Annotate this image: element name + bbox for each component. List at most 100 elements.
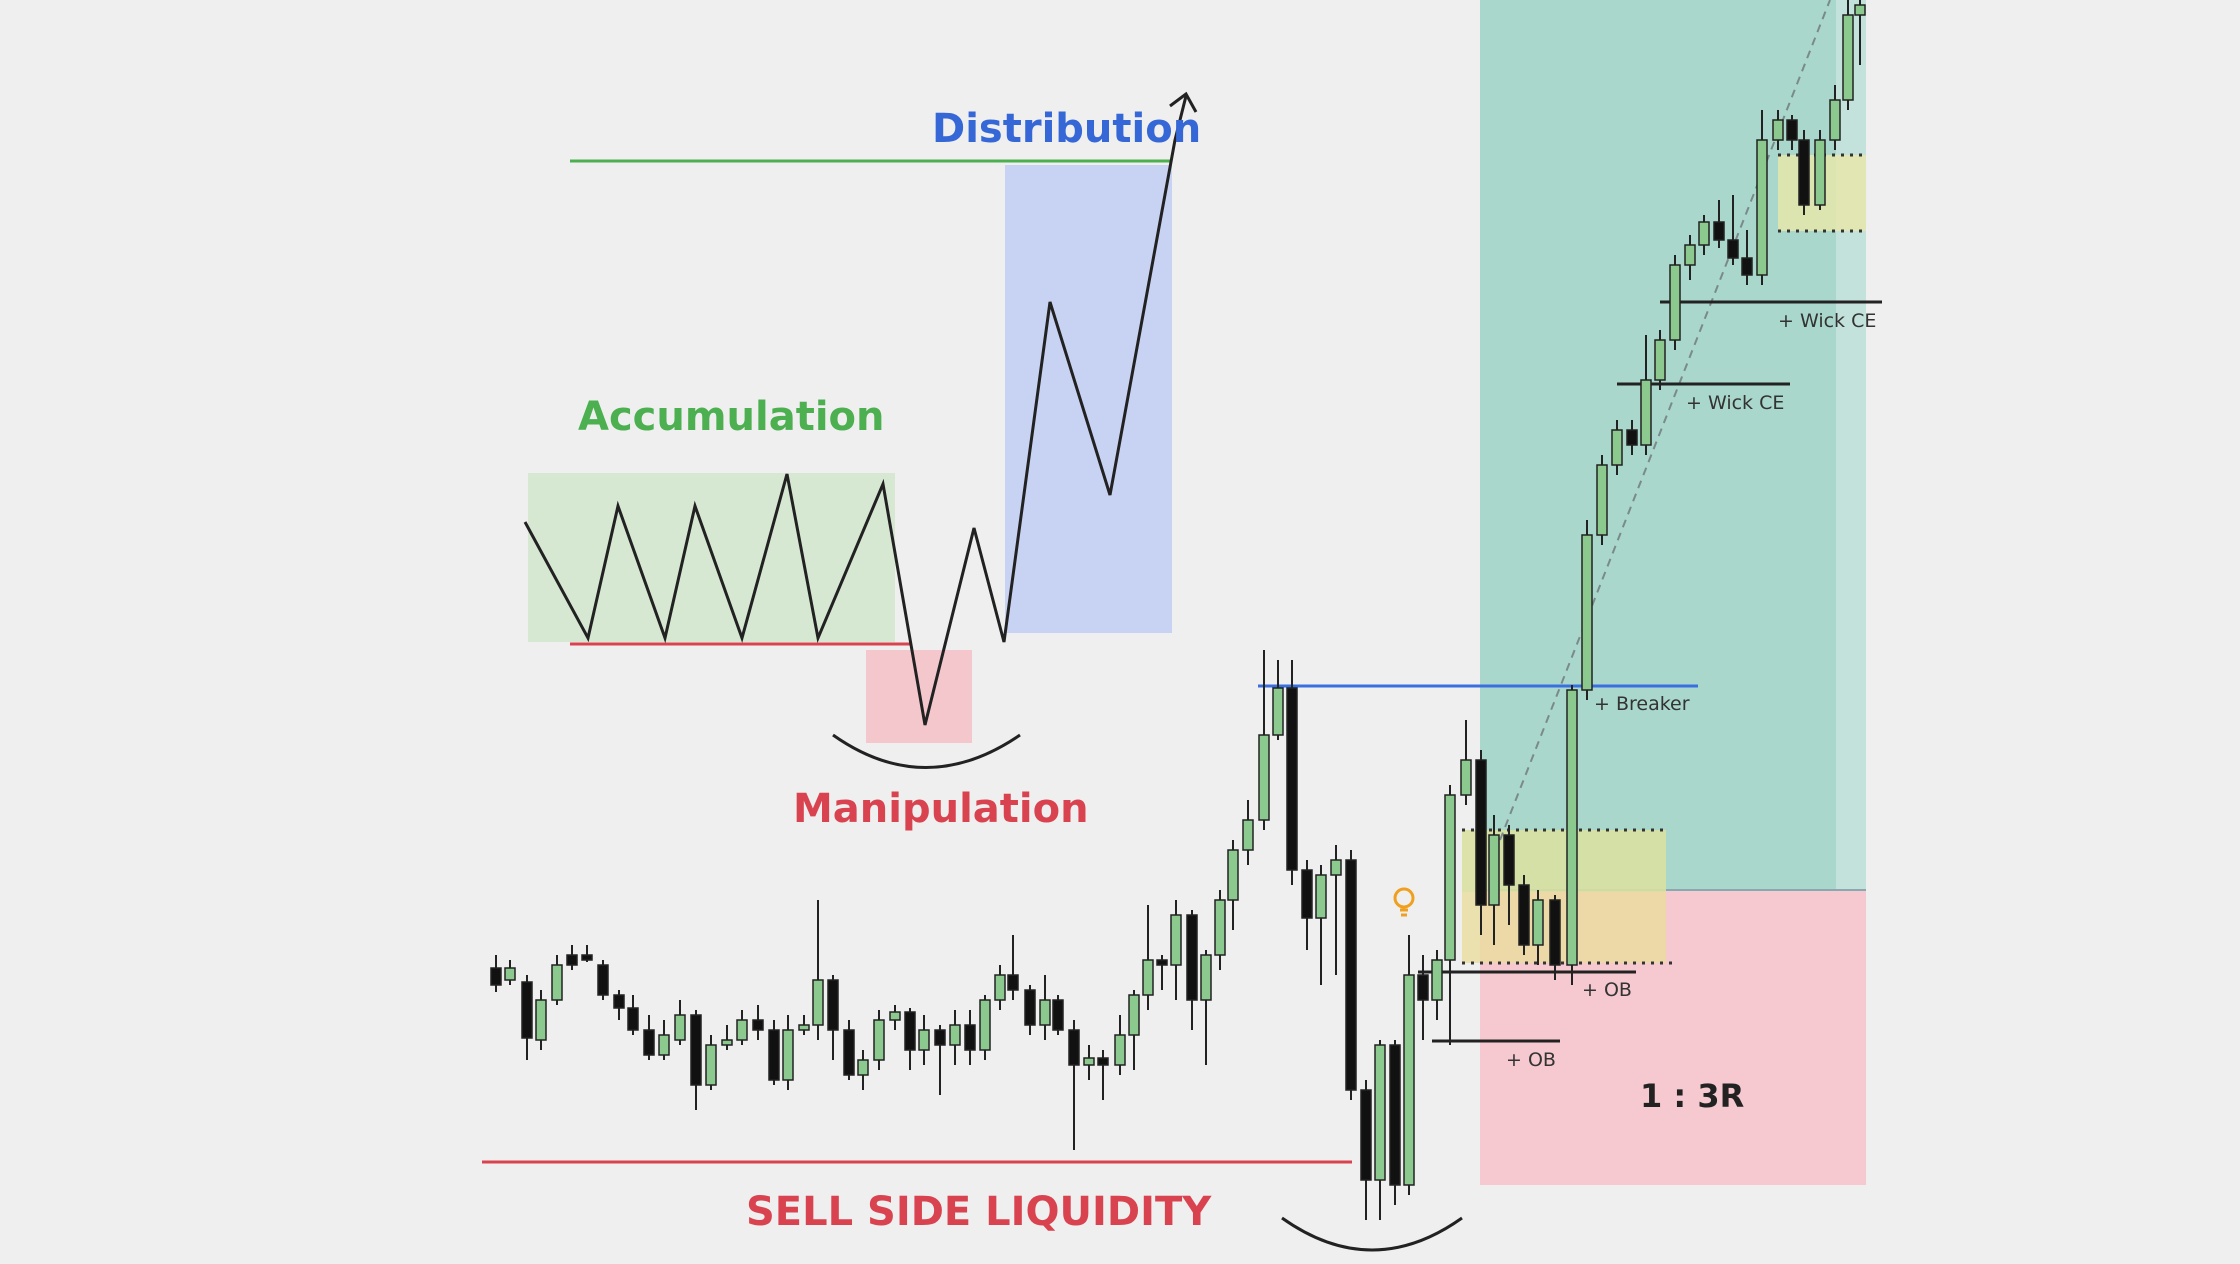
bullish-candle — [705, 1044, 717, 1086]
bearish-candle — [1626, 429, 1638, 446]
bearish-candle — [490, 967, 502, 986]
bullish-candle — [1581, 534, 1593, 691]
bullish-candle — [1227, 849, 1239, 901]
bullish-candle — [658, 1034, 670, 1056]
bearish-candle — [1503, 834, 1515, 886]
bearish-candle — [1549, 899, 1561, 966]
bullish-candle — [1258, 734, 1270, 821]
bullish-candle — [1242, 819, 1254, 851]
trend-guide-dashed — [1499, 0, 1831, 841]
bullish-candle — [1654, 339, 1666, 381]
manipulation-sweep-arc — [832, 733, 1021, 769]
bullish-candle — [889, 1011, 901, 1021]
bullish-candle — [1684, 244, 1696, 266]
bullish-candle — [1488, 834, 1500, 906]
bullish-candle — [1772, 119, 1784, 141]
sell-side-liquidity-label: SELL SIDE LIQUIDITY — [746, 1189, 1212, 1235]
breaker-label: + Breaker — [1594, 693, 1690, 715]
price-path-arrow-icon — [1169, 91, 1198, 113]
bullish-candle — [782, 1029, 794, 1081]
bearish-candle — [1741, 257, 1753, 276]
bearish-candle — [1007, 974, 1019, 991]
bearish-candle — [1786, 119, 1798, 141]
lightbulb-icon — [1393, 887, 1415, 917]
ob-lower-label: + OB — [1506, 1049, 1556, 1071]
bearish-candle — [1713, 221, 1725, 241]
bullish-candle — [1315, 874, 1327, 919]
bearish-candle — [1097, 1057, 1109, 1066]
bullish-candle — [736, 1019, 748, 1041]
bearish-candle — [581, 954, 593, 961]
bearish-candle — [1345, 859, 1357, 1091]
bearish-candle — [1024, 989, 1036, 1026]
bullish-candle — [1814, 139, 1826, 206]
bullish-candle — [1170, 914, 1182, 966]
bullish-candle — [721, 1039, 733, 1046]
ob-upper-label: + OB — [1582, 979, 1632, 1001]
accumulation-range-box — [528, 473, 895, 642]
bullish-candle — [504, 967, 516, 981]
bullish-candle — [812, 979, 824, 1026]
bullish-candle — [979, 999, 991, 1051]
bullish-candle — [1128, 994, 1140, 1036]
bullish-candle — [1611, 429, 1623, 466]
bearish-candle — [827, 979, 839, 1031]
bullish-candle — [1842, 14, 1854, 101]
bearish-candle — [613, 994, 625, 1009]
distribution-range-box — [1005, 165, 1172, 633]
bullish-candle — [873, 1019, 885, 1061]
bullish-candle — [535, 999, 547, 1041]
bullish-candle — [674, 1014, 686, 1041]
bearish-candle — [843, 1029, 855, 1076]
bullish-candle — [1532, 899, 1544, 946]
bearish-candle — [1727, 239, 1739, 259]
amd-price-path — [523, 95, 1188, 726]
bullish-candle — [1640, 379, 1652, 446]
bullish-candle — [857, 1059, 869, 1076]
bullish-candle — [1829, 99, 1841, 141]
liquidity-sweep-arc — [1281, 1216, 1463, 1252]
bullish-candle — [551, 964, 563, 1001]
bearish-candle — [1186, 914, 1198, 1001]
bullish-candle — [1596, 464, 1608, 536]
bullish-candle — [1403, 974, 1415, 1186]
bullish-candle — [1566, 689, 1578, 966]
bullish-candle — [1756, 139, 1768, 276]
bullish-candle — [1200, 954, 1212, 1001]
bearish-candle — [904, 1011, 916, 1051]
bullish-candle — [1698, 221, 1710, 246]
bearish-candle — [643, 1029, 655, 1056]
bullish-candle — [1444, 794, 1456, 961]
bullish-candle — [1142, 959, 1154, 996]
bullish-candle — [1374, 1044, 1386, 1181]
bullish-candle — [949, 1024, 961, 1046]
bearish-candle — [690, 1014, 702, 1086]
bullish-candle — [1039, 999, 1051, 1026]
bearish-candle — [1301, 869, 1313, 919]
bearish-candle — [934, 1029, 946, 1046]
bearish-candle — [964, 1024, 976, 1051]
bearish-candle — [752, 1019, 764, 1031]
bearish-candle — [1389, 1044, 1401, 1186]
bullish-candle — [1272, 687, 1284, 736]
bullish-candle — [994, 974, 1006, 1001]
manipulation-label: Manipulation — [793, 786, 1089, 832]
bearish-candle — [1475, 759, 1487, 906]
bullish-candle — [1460, 759, 1472, 796]
bearish-candle — [1068, 1029, 1080, 1066]
bullish-candle — [1114, 1034, 1126, 1066]
distribution-label: Distribution — [932, 106, 1201, 152]
bullish-candle — [1431, 959, 1443, 1001]
wick-ce-upper-label: + Wick CE — [1778, 310, 1876, 332]
profit-target-zone — [1480, 0, 1866, 890]
wick-ce-lower-label: + Wick CE — [1686, 392, 1784, 414]
bullish-candle — [798, 1024, 810, 1031]
bullish-candle — [1669, 264, 1681, 341]
bearish-candle — [1286, 687, 1298, 871]
bearish-candle — [1360, 1089, 1372, 1181]
risk-reward-label: 1 : 3R — [1640, 1077, 1744, 1115]
bullish-candle — [1330, 859, 1342, 876]
bearish-candle — [566, 954, 578, 966]
bearish-candle — [627, 1007, 639, 1031]
